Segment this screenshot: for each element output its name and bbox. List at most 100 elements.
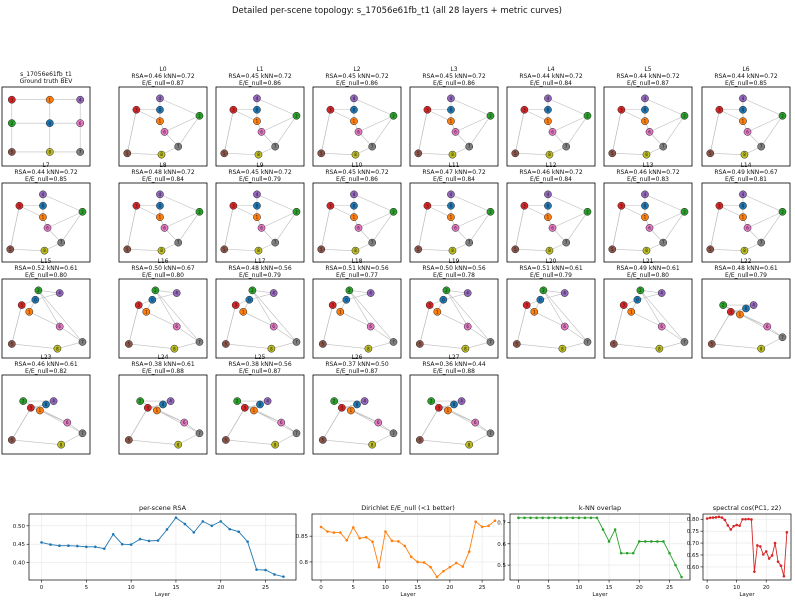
graph-node: [257, 224, 266, 232]
node-label: 8: [49, 150, 52, 155]
y-tick-label: 0.40: [13, 561, 26, 567]
graph-edge: [261, 211, 297, 229]
data-point: [547, 516, 550, 520]
graph-node: [757, 142, 766, 151]
graph-node: [40, 246, 49, 255]
node-label: 8: [760, 346, 763, 351]
node-label: 6: [766, 324, 769, 329]
graph-edge: [349, 290, 371, 327]
node-label: 3: [329, 107, 332, 112]
node-label: 8: [468, 442, 471, 447]
graph-node: [461, 344, 470, 353]
data-point: [738, 524, 741, 527]
graph-edge: [11, 407, 32, 441]
layer-name: L3: [450, 66, 457, 73]
data-point: [705, 517, 709, 520]
node-label: 3: [20, 303, 23, 308]
data-point: [467, 550, 471, 553]
node-label: 6: [163, 225, 166, 230]
graph-edge: [136, 205, 161, 218]
node-label: 6: [357, 225, 360, 230]
graph-node: [368, 238, 377, 247]
node-label: 1: [49, 97, 52, 102]
layer-metrics: RSA=0.46 kNN=0.72: [131, 73, 195, 80]
graph-node: [174, 440, 183, 449]
graph-node: [657, 289, 666, 297]
layer-name: L24: [158, 354, 169, 361]
graph-edge: [371, 211, 394, 243]
graph-node: [195, 429, 204, 438]
graph-edge: [346, 292, 371, 301]
node-label: 5: [419, 342, 422, 347]
graph-edge: [543, 290, 588, 343]
node-label: 4: [369, 291, 372, 296]
graph-edge: [761, 336, 783, 349]
y-tick-label: 0.6: [497, 542, 506, 548]
graph-node: [174, 142, 183, 151]
node-label: 4: [58, 291, 61, 296]
metric-chart: per-scene RSA 0 5 10 15 20 25 0.40 0.45 0.50 Layer: [13, 504, 297, 598]
data-point: [714, 516, 718, 519]
graph-node: [389, 111, 398, 120]
graph-node: [7, 119, 16, 128]
node-label: 7: [468, 240, 471, 245]
graph-node: [350, 117, 358, 125]
graph-node: [447, 105, 455, 114]
graph-edge: [540, 292, 565, 301]
graph-edge: [565, 115, 588, 147]
node-label: 4: [752, 303, 755, 308]
layer-metrics: RSA=0.50 kNN=0.56: [422, 265, 486, 272]
gt-subtitle: Ground truth BEV: [20, 78, 74, 85]
graph-node: [326, 201, 335, 210]
graph-edge: [60, 211, 83, 243]
node-label: 6: [660, 324, 663, 329]
node-label: 4: [266, 399, 269, 404]
layer-metrics: RSA=0.46 kNN=0.72: [519, 169, 583, 176]
node-label: 5: [223, 151, 226, 156]
graph-node: [76, 119, 85, 128]
data-point: [339, 531, 342, 534]
graph-node: [560, 289, 569, 297]
graph-node: [560, 322, 569, 331]
data-point: [650, 540, 653, 543]
data-point: [785, 531, 789, 534]
graph-edge: [662, 115, 685, 147]
node-label: 2: [722, 303, 725, 308]
metric-chart: spectral cos(PC1, z2) 0 10 20 0.60 0.65 0.70 0.…: [687, 504, 792, 598]
graph-edge: [465, 341, 491, 349]
layer-name: L6: [742, 66, 749, 73]
graph-edge: [552, 115, 588, 133]
graph-node: [617, 105, 626, 114]
data-point: [744, 517, 747, 521]
graph-edge: [249, 292, 274, 301]
layer-enull: E/E_null=0.86: [336, 80, 378, 87]
data-point: [67, 544, 70, 548]
node-label: 1: [145, 309, 148, 314]
graph-node: [522, 301, 531, 309]
graph-node: [157, 150, 166, 159]
graph-node: [583, 207, 592, 216]
x-tick-label: 5: [351, 585, 355, 591]
graph-node: [253, 105, 261, 114]
graph-edge: [353, 98, 394, 117]
graph-node: [450, 400, 458, 409]
panel-frame: [603, 278, 693, 359]
graph-node: [233, 397, 242, 405]
graph-edge: [128, 439, 179, 445]
node-label: 7: [489, 431, 492, 436]
node-label: 6: [260, 225, 263, 230]
layer-metrics: RSA=0.46 kNN=0.72: [616, 169, 680, 176]
node-label: 4: [660, 291, 663, 296]
graph-node: [463, 289, 472, 297]
graph-node: [350, 190, 358, 199]
node-label: 3: [525, 303, 528, 308]
graph-node: [31, 295, 40, 304]
node-label: 4: [79, 97, 82, 102]
graph-node: [486, 338, 495, 346]
data-point: [782, 574, 786, 578]
graph-edge: [450, 194, 491, 213]
node-label: 1: [644, 119, 647, 124]
data-point: [559, 516, 563, 520]
